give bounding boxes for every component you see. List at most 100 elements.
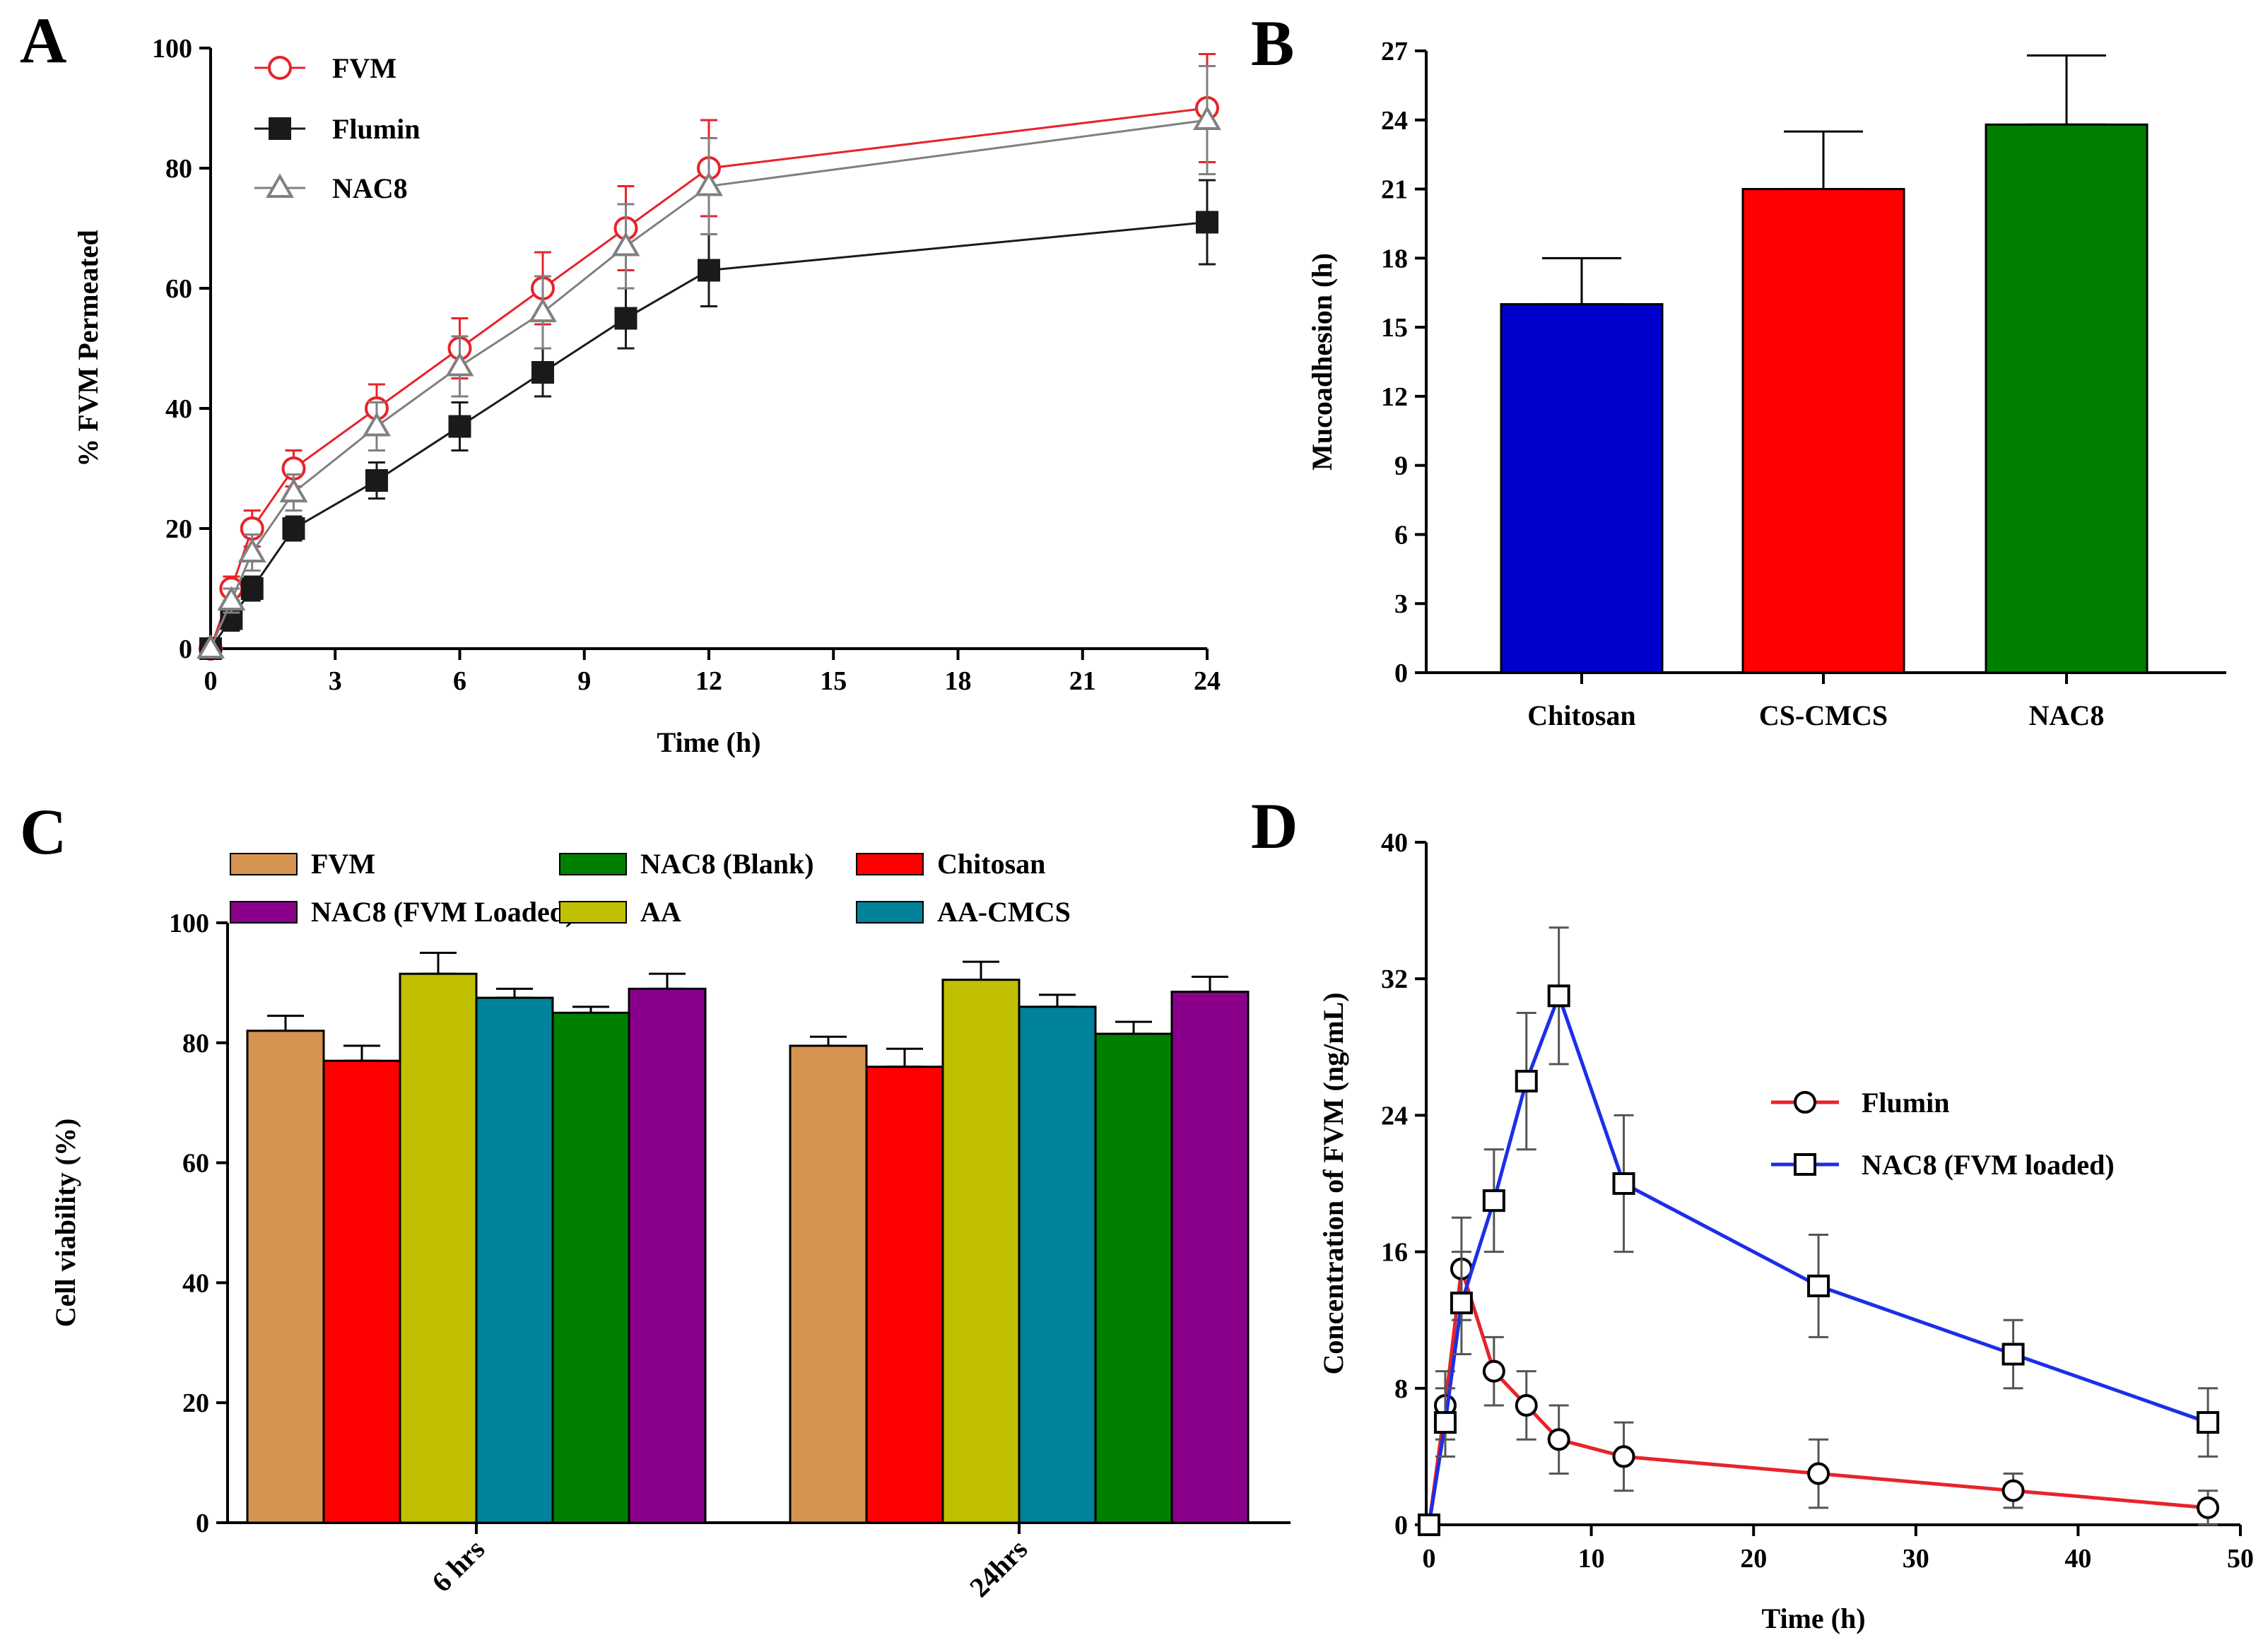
legend-marker: [268, 56, 292, 80]
y-axis-title: % FVM Permeated: [72, 230, 104, 466]
series-line-flumin: [209, 221, 1208, 649]
data-point: [1547, 1428, 1570, 1451]
x-tick-label: 40: [2064, 1544, 2091, 1574]
x-tick-label: 3: [329, 666, 342, 696]
legend-swatch: [230, 901, 298, 924]
data-point: [2197, 1411, 2220, 1434]
bar-aa-cmcs: [1018, 1005, 1097, 1524]
y-tick-label: 80: [182, 1029, 209, 1058]
data-point: [1196, 211, 1218, 234]
x-tick-label: 20: [1740, 1544, 1767, 1574]
y-tick-label: 0: [179, 635, 192, 664]
bar-aa-cmcs: [475, 996, 554, 1524]
data-point: [1612, 1172, 1635, 1195]
legend-swatch: [559, 853, 627, 875]
y-tick-label: 20: [182, 1388, 209, 1418]
panel-letter-d: D: [1251, 790, 1298, 862]
y-tick-label: 40: [1381, 828, 1408, 858]
data-point: [1482, 1189, 1505, 1213]
y-tick-label: 0: [196, 1509, 209, 1538]
data-point: [2002, 1343, 2025, 1366]
bar-nac8-blank-: [1094, 1032, 1173, 1524]
y-tick-label: 20: [165, 514, 192, 544]
legend-swatch: [856, 901, 924, 924]
data-point: [611, 232, 640, 256]
legend-label: FVM: [332, 52, 396, 84]
y-tick-label: 0: [1394, 659, 1408, 688]
data-point: [282, 517, 305, 540]
x-tick-label: 50: [2227, 1544, 2254, 1574]
legend-label: NAC8 (Blank): [640, 848, 814, 880]
x-tick-label: 18: [945, 666, 972, 696]
x-tick-label: 6: [453, 666, 466, 696]
data-point: [695, 172, 723, 196]
data-point: [237, 538, 266, 562]
legend-marker: [1794, 1153, 1816, 1176]
y-tick-label: 9: [1394, 452, 1408, 481]
legend-label: AA: [640, 896, 681, 928]
data-point: [1547, 984, 1570, 1008]
y-tick-label: 18: [1381, 244, 1408, 273]
bar-nac8: [1985, 123, 2149, 674]
x-category-label: 6 hrs: [425, 1533, 490, 1598]
data-point: [1807, 1274, 1830, 1297]
panel-d-axes: [1415, 841, 2240, 1526]
x-tick-label: 12: [695, 666, 722, 696]
x-axis-title: Time (h): [657, 726, 760, 758]
legend-marker: [269, 117, 291, 140]
data-point: [529, 297, 557, 322]
x-tick-label: 10: [1578, 1544, 1605, 1574]
legend-swatch: [230, 853, 298, 875]
legend-label: NAC8 (FVM Loaded): [311, 896, 575, 928]
error-bar: [963, 960, 999, 981]
data-point: [1193, 105, 1221, 130]
series-line-flumin: [1427, 1268, 2209, 1526]
error-bar: [267, 1015, 304, 1032]
legend-swatch: [559, 901, 627, 924]
data-point: [363, 412, 391, 437]
y-tick-label: 32: [1381, 964, 1408, 994]
x-category-label: NAC8: [2029, 700, 2105, 731]
legend-label: FVM: [311, 848, 375, 880]
y-axis-title: Concentration of FVM (ng/mL): [1317, 992, 1349, 1374]
bar-fvm: [789, 1044, 868, 1524]
legend-label: AA-CMCS: [937, 896, 1071, 928]
data-point: [1807, 1462, 1830, 1485]
error-bar: [343, 1044, 380, 1062]
error-bar: [2027, 54, 2106, 126]
y-tick-label: 40: [182, 1268, 209, 1298]
error-bar: [1542, 256, 1621, 306]
y-tick-label: 24: [1381, 106, 1408, 136]
data-point: [217, 586, 246, 610]
error-bar: [649, 972, 686, 990]
y-tick-label: 100: [152, 34, 192, 64]
bar-chitosan: [1500, 303, 1664, 674]
y-tick-label: 24: [1381, 1101, 1408, 1131]
data-point: [1482, 1359, 1505, 1383]
bar-cs-cmcs: [1741, 188, 1905, 674]
legend-label: Chitosan: [937, 848, 1045, 880]
bar-aa: [941, 979, 1021, 1524]
bar-nac8-blank-: [551, 1011, 630, 1524]
error-bar: [810, 1035, 847, 1047]
error-bar: [1039, 993, 1076, 1008]
error-bar: [886, 1047, 923, 1068]
y-tick-label: 80: [165, 154, 192, 184]
x-category-label: 24hrs: [963, 1533, 1033, 1603]
legend-marker: [1794, 1091, 1816, 1114]
y-tick-label: 16: [1381, 1238, 1408, 1268]
error-bar: [1192, 975, 1228, 993]
x-category-label: Chitosan: [1527, 700, 1635, 731]
legend-label: NAC8: [332, 172, 408, 204]
legend-swatch: [856, 853, 924, 875]
data-point: [2197, 1496, 2220, 1519]
data-point: [614, 307, 637, 330]
x-tick-label: 30: [1903, 1544, 1929, 1574]
y-tick-label: 60: [165, 274, 192, 304]
y-tick-label: 15: [1381, 313, 1408, 343]
data-point: [531, 361, 554, 384]
y-axis-title: Cell viability (%): [49, 1119, 81, 1328]
series-line-nac8: [209, 119, 1208, 649]
legend-label: NAC8 (FVM loaded): [1862, 1149, 2115, 1181]
